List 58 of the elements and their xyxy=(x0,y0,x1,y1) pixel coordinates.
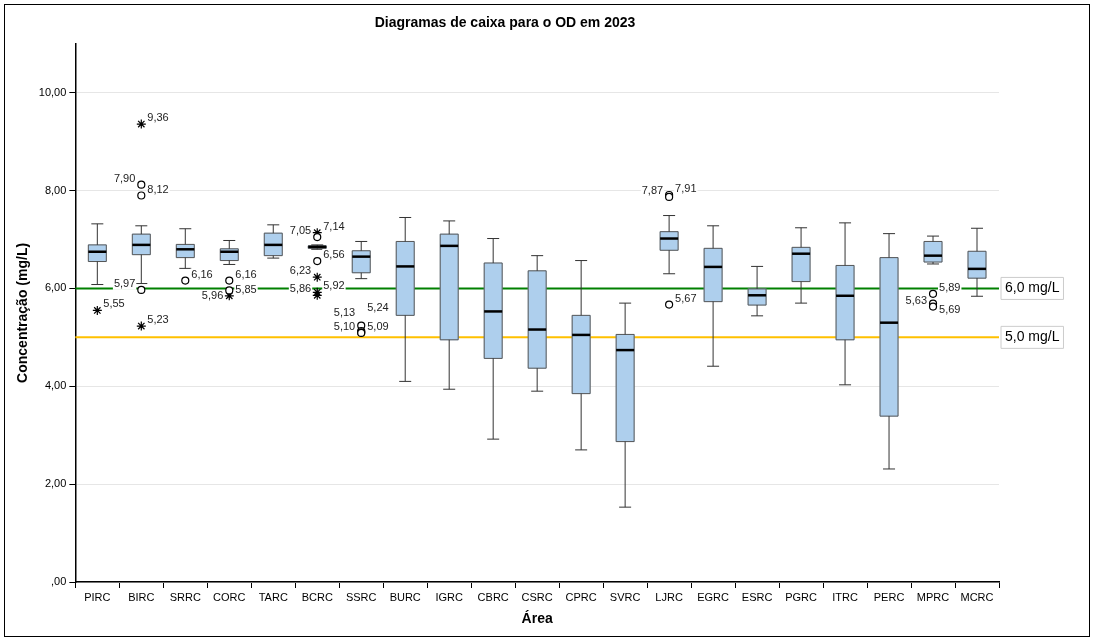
x-tick-label: EGRC xyxy=(697,590,730,603)
annotation: 5,69 xyxy=(939,302,961,315)
annotation: 5,89 xyxy=(939,280,961,293)
x-tick-label: ITRC xyxy=(832,590,858,603)
annotation: 6,16 xyxy=(191,267,213,280)
x-tick-label: BURC xyxy=(389,590,421,603)
annotation: 5,92 xyxy=(323,279,345,292)
x-tick-label: SRRC xyxy=(169,590,201,603)
x-tick-label: LJRC xyxy=(655,590,683,603)
annotation: 7,87 xyxy=(641,183,664,196)
annotation: 5,23 xyxy=(147,313,169,326)
y-tick-label: 6,00 xyxy=(44,281,67,294)
ref-line-label: 5,0 mg/L xyxy=(1005,328,1060,345)
y-tick-label: 10,00 xyxy=(38,85,67,98)
annotation: 7,91 xyxy=(675,182,697,195)
annotation: 5,63 xyxy=(905,293,928,306)
y-tick-label: 2,00 xyxy=(44,477,67,490)
annotation: 6,23 xyxy=(289,264,312,277)
y-tick-label: 8,00 xyxy=(44,183,67,196)
x-tick-label: ESRC xyxy=(741,590,773,603)
annotation: 5,10 xyxy=(333,319,356,332)
annotation: 7,90 xyxy=(113,171,136,184)
x-tick-label: MPRC xyxy=(916,590,950,603)
annotation: 5,13 xyxy=(333,306,356,319)
y-tick-label: ,00 xyxy=(51,575,67,588)
x-tick-label: CSRC xyxy=(521,590,553,603)
annotation: 5,24 xyxy=(367,300,389,313)
y-tick-label: 4,00 xyxy=(44,379,67,392)
annotation: 5,97 xyxy=(113,276,136,289)
x-tick-label: CBRC xyxy=(477,590,509,603)
x-tick-label: TARC xyxy=(258,590,288,603)
x-axis-title: Área xyxy=(521,610,553,627)
annotation: 6,16 xyxy=(235,267,257,280)
x-tick-label: IGRC xyxy=(435,590,463,603)
y-axis-title: Concentração (mg/L) xyxy=(14,242,31,383)
x-tick-label: BIRC xyxy=(128,590,155,603)
annotation: 7,05 xyxy=(289,224,312,237)
annotation: 5,86 xyxy=(289,282,312,295)
annotation: 5,67 xyxy=(675,291,697,304)
ref-line-label: 6,0 mg/L xyxy=(1005,279,1060,296)
annotation: 5,96 xyxy=(201,289,224,302)
annotation: 8,12 xyxy=(147,182,169,195)
x-tick-label: PERC xyxy=(873,590,905,603)
x-tick-label: PGRC xyxy=(785,590,818,603)
annotation: 7,14 xyxy=(323,219,345,232)
x-tick-label: CPRC xyxy=(565,590,597,603)
chart-title: Diagramas de caixa para o OD em 2023 xyxy=(374,14,636,31)
x-tick-label: CORC xyxy=(213,590,246,603)
annotation: 9,36 xyxy=(147,111,169,124)
x-tick-label: MCRC xyxy=(960,590,994,603)
annotation: 5,09 xyxy=(367,319,389,332)
x-tick-label: SSRC xyxy=(345,590,377,603)
x-tick-label: BCRC xyxy=(301,590,333,603)
annotation: 5,55 xyxy=(103,297,125,310)
annotation: 6,56 xyxy=(323,248,345,261)
x-tick-label: PIRC xyxy=(84,590,111,603)
x-tick-label: SVRC xyxy=(609,590,641,603)
annotation: 5,85 xyxy=(235,282,257,295)
